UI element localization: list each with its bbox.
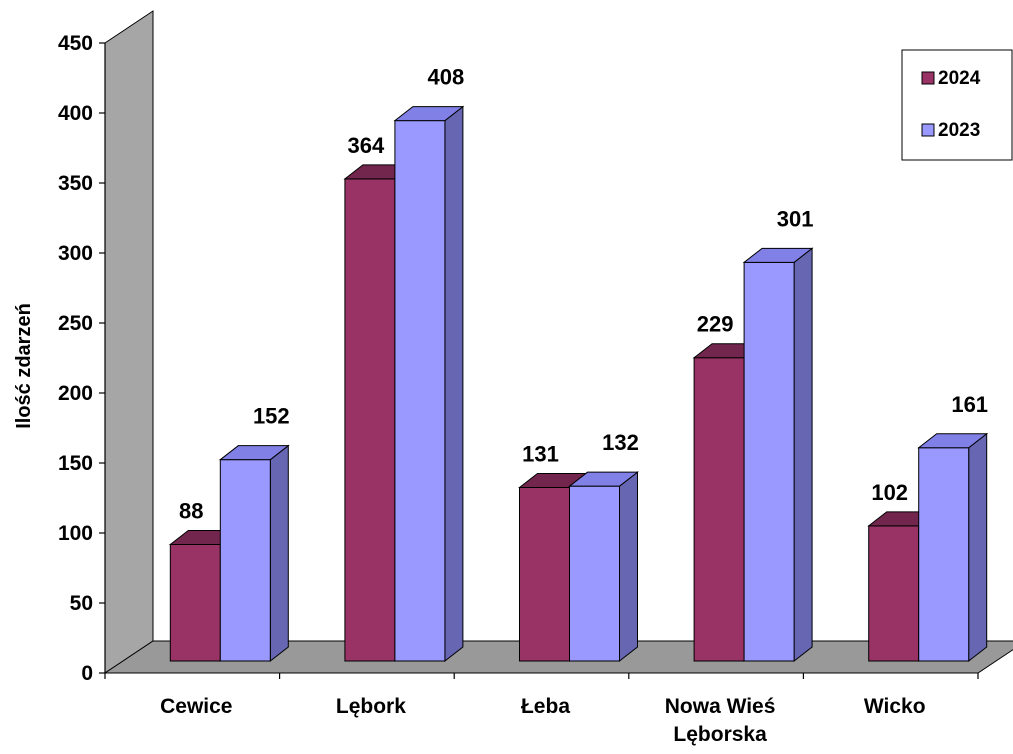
y-tick-label: 300	[58, 242, 93, 265]
x-category-label: Lęborska	[673, 723, 767, 746]
data-label: 131	[522, 441, 559, 466]
y-tick-label: 50	[70, 592, 93, 615]
bar-top-2023	[568, 471, 639, 487]
y-tick-label: 100	[58, 522, 93, 545]
legend-swatch	[921, 123, 935, 137]
y-axis-title: Ilość zdarzeń	[13, 303, 35, 429]
y-tick-label: 450	[58, 32, 93, 55]
data-label: 301	[777, 206, 814, 231]
legend-label: 2023	[938, 120, 980, 141]
bar-top-2023	[742, 247, 814, 263]
side-wall	[104, 10, 154, 674]
bar-2024	[519, 486, 570, 662]
bar-side-2023	[444, 105, 464, 663]
y-tick-label: 250	[58, 312, 93, 335]
legend-box	[901, 49, 1013, 161]
bar-2023	[743, 261, 795, 662]
data-label: 229	[697, 312, 734, 337]
legend-swatch	[921, 71, 935, 85]
bar-2023	[918, 447, 970, 662]
bar-2023	[569, 485, 620, 662]
chart-labels: 88 152 Cewice 364 408 Lębork 131 132 Łeba 229 301 N…	[160, 65, 988, 746]
x-category-label: Wicko	[864, 695, 926, 718]
y-tick-label: 150	[58, 452, 93, 475]
bar-2024	[868, 525, 920, 662]
bar-top-2023	[917, 433, 989, 449]
legend-label: 2024	[938, 68, 981, 89]
bar-side-2023	[619, 471, 638, 663]
bar-2024	[344, 178, 396, 662]
data-label: 152	[253, 404, 290, 429]
y-tick-label: 400	[58, 102, 93, 125]
bar-side-2023	[269, 444, 289, 663]
y-tick-label: 200	[58, 382, 93, 405]
data-label: 408	[428, 65, 465, 90]
data-label: 88	[179, 498, 203, 523]
x-category-label: Cewice	[160, 695, 232, 718]
x-category-label: Lębork	[336, 695, 406, 718]
chart-legend: 2024 2023	[901, 49, 1013, 161]
bar-top-2023	[393, 106, 465, 122]
bar-2024	[169, 543, 221, 662]
y-tick-label: 350	[58, 172, 93, 195]
data-label: 102	[871, 480, 908, 505]
y-tick-label: 0	[81, 662, 93, 685]
bar-2023	[219, 459, 271, 662]
chart-axes: 0 50 100 150 200 250 300 350 400 450 Ilość zdarzeń	[13, 32, 979, 685]
bar-side-2023	[793, 247, 813, 663]
chart-bars	[168, 105, 989, 663]
data-label: 132	[602, 430, 639, 455]
data-label: 161	[951, 392, 988, 417]
x-category-label: Łeba	[521, 695, 570, 718]
x-category-label: Nowa Wieś	[665, 695, 776, 718]
bar-top-2023	[218, 445, 290, 461]
data-label: 364	[348, 133, 385, 158]
bar-2023	[394, 120, 446, 662]
bar-side-2023	[968, 432, 988, 663]
bar-2024	[693, 357, 745, 662]
